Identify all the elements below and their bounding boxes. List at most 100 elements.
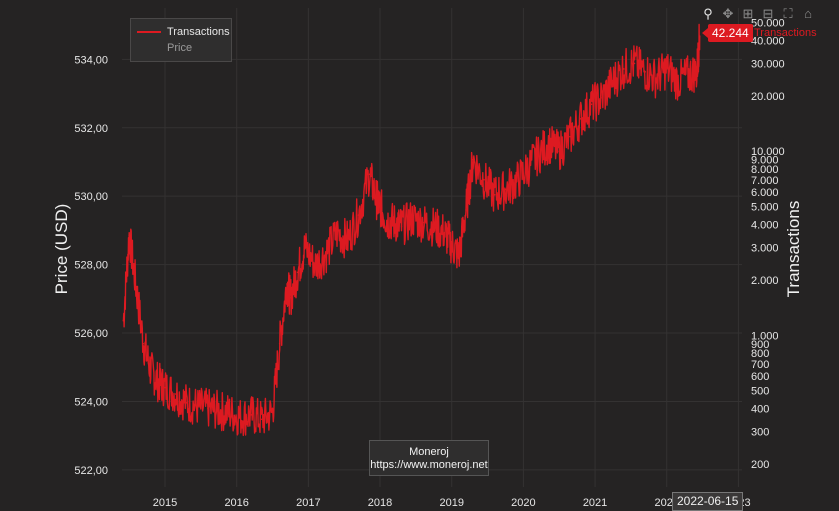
y2-axis-title: Transactions xyxy=(784,201,803,298)
data-point-transactions xyxy=(250,414,252,416)
data-point-transactions xyxy=(357,214,360,216)
autoscale-icon[interactable]: ⛶ xyxy=(783,6,793,21)
y2-tick-label: 700 xyxy=(751,359,769,371)
data-point-transactions xyxy=(458,255,460,257)
data-point-transactions xyxy=(622,68,625,70)
series-line-transactions[interactable] xyxy=(122,23,701,437)
y2-tick-label: 50.000 xyxy=(751,18,785,30)
y2-tick-label: 5.000 xyxy=(751,202,779,214)
data-point-transactions xyxy=(590,103,593,106)
hover-date-label: 2022-06-15 xyxy=(672,492,744,511)
data-point-transactions xyxy=(239,416,242,418)
y2-tick-label: 7.000 xyxy=(751,175,779,187)
data-point-transactions xyxy=(493,193,496,196)
data-point-transactions xyxy=(515,181,518,183)
data-point-transactions xyxy=(135,287,138,290)
data-point-transactions xyxy=(432,225,435,228)
data-point-transactions xyxy=(289,296,292,299)
data-point-transactions xyxy=(698,35,701,37)
y-tick-label: 530,00 xyxy=(74,191,108,203)
x-tick-label: 2021 xyxy=(583,497,607,509)
data-point-transactions xyxy=(536,154,539,157)
y-axis-title: Price (USD) xyxy=(52,204,71,295)
data-point-transactions xyxy=(655,77,657,79)
data-point-transactions xyxy=(278,342,281,345)
legend-label-price: Price xyxy=(167,42,193,54)
y2-tick-label: 10.000 xyxy=(751,146,785,158)
y2-tick-label: 800 xyxy=(751,348,769,360)
y2-tick-label: 600 xyxy=(751,371,769,383)
reset-axes-icon[interactable]: ⌂ xyxy=(804,6,812,21)
data-point-transactions xyxy=(303,246,306,249)
data-point-transactions xyxy=(368,173,371,176)
data-point-transactions xyxy=(228,411,231,414)
y2-tick-label: 20.000 xyxy=(751,91,785,103)
y2-tick-label: 40.000 xyxy=(751,35,785,47)
data-point-transactions xyxy=(612,80,614,83)
y2-tick-label: 4.000 xyxy=(751,220,779,232)
data-point-transactions xyxy=(504,188,507,191)
last-value-badge: 42.244 xyxy=(702,24,753,42)
legend-item-price[interactable]: Price xyxy=(137,41,192,55)
data-point-transactions xyxy=(346,239,349,241)
legend-swatch-price xyxy=(137,47,161,49)
pan-icon[interactable]: ✥ xyxy=(722,6,734,21)
data-point-transactions xyxy=(569,135,571,138)
legend: Transactions Price xyxy=(130,18,232,62)
y2-tick-label: 3.000 xyxy=(751,243,779,255)
x-tick-label: 2020 xyxy=(511,497,535,509)
data-point-transactions xyxy=(393,221,396,224)
zoom-in-icon[interactable]: ⊞ xyxy=(742,6,754,21)
x-tick-label: 2017 xyxy=(296,497,320,509)
y-tick-label: 532,00 xyxy=(74,123,108,135)
y2-tick-label: 9.000 xyxy=(751,155,779,167)
x-tick-label: 2015 xyxy=(153,497,177,509)
data-point-transactions xyxy=(174,393,177,395)
legend-swatch-transactions xyxy=(137,31,161,33)
data-point-transactions xyxy=(379,205,381,208)
data-point-transactions xyxy=(296,271,299,274)
data-point-transactions xyxy=(149,368,152,371)
data-point-transactions xyxy=(633,62,636,65)
y2-tick-label: 400 xyxy=(751,404,769,416)
legend-item-transactions[interactable]: Transactions xyxy=(137,25,230,39)
data-point-transactions xyxy=(325,252,328,254)
data-point-transactions xyxy=(386,219,389,222)
data-point-transactions xyxy=(411,217,414,220)
data-point-transactions xyxy=(400,225,403,228)
credit-box: Moneroj https://www.moneroj.net xyxy=(369,440,489,476)
x-tick-label: 2018 xyxy=(368,497,392,509)
data-point-transactions xyxy=(207,407,209,410)
data-point-transactions xyxy=(217,409,220,412)
y-tick-label: 524,00 xyxy=(74,396,108,408)
data-point-transactions xyxy=(465,209,467,211)
y2-tick-label: 300 xyxy=(751,427,769,439)
y2-tick-label: 2.000 xyxy=(751,275,779,287)
data-point-transactions xyxy=(286,283,288,285)
zoom-icon[interactable]: ⚲ xyxy=(703,6,713,21)
data-point-transactions xyxy=(665,68,668,70)
legend-label-transactions: Transactions xyxy=(167,26,230,38)
last-value-series-label: Transactions xyxy=(754,27,817,39)
data-point-transactions xyxy=(196,405,199,408)
data-point-transactions xyxy=(422,221,424,224)
x-tick-label: 2019 xyxy=(439,497,463,509)
data-point-transactions xyxy=(157,380,159,383)
zoom-out-icon[interactable]: ⊟ xyxy=(762,6,774,21)
y2-tick-label: 6.000 xyxy=(751,187,779,199)
credit-url[interactable]: https://www.moneroj.net xyxy=(370,459,488,471)
data-point-transactions xyxy=(314,264,317,267)
data-point-transactions xyxy=(142,342,145,345)
data-point-transactions xyxy=(164,386,166,389)
data-point-transactions xyxy=(483,178,485,181)
data-point-transactions xyxy=(260,418,263,421)
data-point-transactions xyxy=(696,71,698,73)
data-point-transactions xyxy=(676,80,679,83)
data-point-transactions xyxy=(644,71,647,73)
data-point-transactions xyxy=(122,319,125,322)
y-tick-label: 534,00 xyxy=(74,54,108,66)
data-point-transactions xyxy=(579,118,582,120)
y2-tick-label: 500 xyxy=(751,386,769,398)
